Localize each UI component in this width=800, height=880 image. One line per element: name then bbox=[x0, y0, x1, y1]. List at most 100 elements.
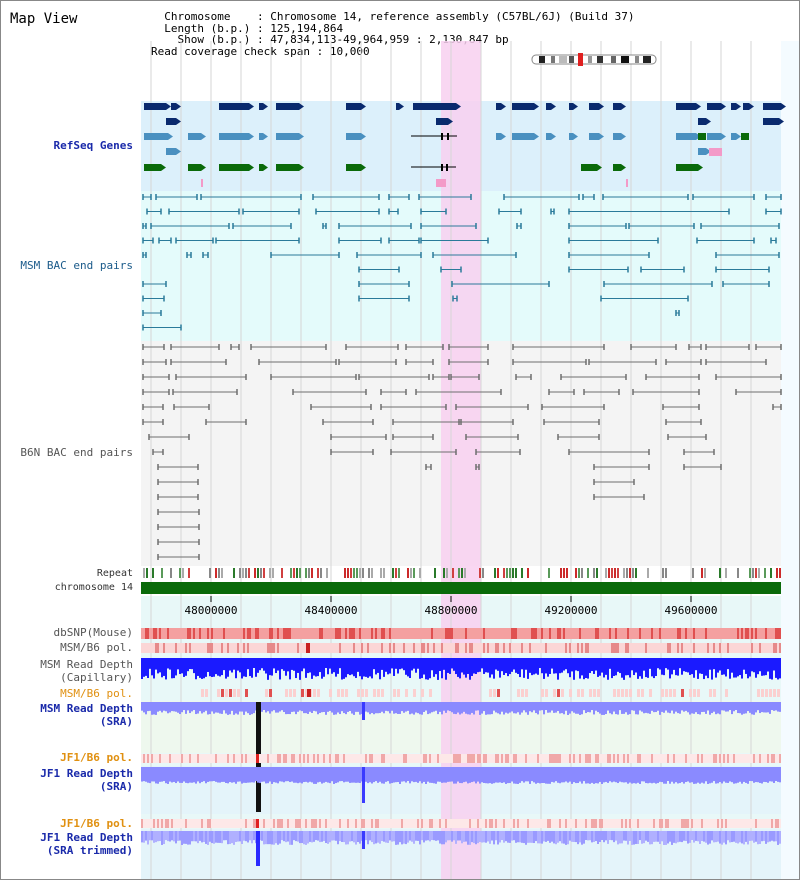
repeat-mark bbox=[581, 568, 583, 578]
repeat-mark bbox=[647, 568, 649, 578]
depth-bar bbox=[409, 702, 411, 715]
band-cell bbox=[649, 643, 651, 653]
band-cell bbox=[303, 754, 305, 763]
depth-bar bbox=[689, 831, 691, 843]
band-cell bbox=[509, 628, 511, 639]
band-cell bbox=[171, 819, 173, 828]
depth-bar bbox=[575, 702, 577, 714]
depth-bar bbox=[279, 767, 281, 782]
repeat-mark bbox=[479, 568, 481, 578]
depth-bar bbox=[725, 767, 727, 783]
band-cell bbox=[649, 628, 651, 639]
depth-bar bbox=[153, 767, 155, 782]
track-label-jf1-depth-trim[interactable]: JF1 Read Depth bbox=[40, 831, 133, 844]
depth-bar bbox=[219, 702, 221, 714]
depth-bar bbox=[747, 702, 749, 712]
band-cell bbox=[589, 628, 591, 639]
band-cell bbox=[251, 819, 253, 828]
depth-bar bbox=[735, 767, 737, 784]
depth-bar bbox=[657, 831, 659, 842]
track-label-msm-b6-pol-1[interactable]: MSM/B6 pol. bbox=[60, 641, 133, 654]
depth-bar bbox=[201, 658, 203, 679]
depth-bar bbox=[675, 658, 677, 676]
depth-bar bbox=[679, 658, 681, 669]
band-cell bbox=[291, 628, 293, 639]
depth-bar bbox=[223, 831, 225, 841]
track-label-refseq[interactable]: RefSeq Genes bbox=[53, 139, 133, 152]
track-label-jf1-depth-sra[interactable]: JF1 Read Depth bbox=[40, 767, 133, 780]
band-cell bbox=[491, 628, 493, 639]
band-cell bbox=[457, 754, 459, 763]
chromosome-ideogram[interactable] bbox=[531, 53, 657, 67]
chromosome-label: Chromosome bbox=[164, 10, 231, 23]
band-cell bbox=[515, 754, 517, 763]
band-cell bbox=[405, 819, 407, 828]
band-cell bbox=[313, 819, 315, 828]
depth-bar bbox=[673, 767, 675, 784]
band-cell bbox=[189, 628, 191, 639]
band-cell bbox=[683, 628, 685, 639]
band-cell bbox=[773, 754, 775, 763]
depth-bar bbox=[373, 767, 375, 783]
band-cell bbox=[419, 643, 421, 653]
depth-bar bbox=[717, 658, 719, 673]
track-label-b6n-bac[interactable]: B6N BAC end pairs bbox=[20, 446, 133, 459]
band-cell bbox=[335, 643, 337, 653]
depth-bar bbox=[181, 658, 183, 674]
track-label-repeat[interactable]: Repeat bbox=[96, 568, 133, 579]
track-label-dbsnp[interactable]: dbSNP(Mouse) bbox=[53, 626, 133, 639]
gene-arrow bbox=[399, 103, 404, 110]
track-label-msm-depth-cap[interactable]: MSM Read Depth bbox=[40, 658, 133, 671]
band-cell bbox=[661, 754, 663, 763]
depth-bar bbox=[553, 658, 555, 674]
band-cell bbox=[689, 689, 692, 697]
track-label-chromosome[interactable]: chromosome 14 bbox=[54, 582, 133, 593]
track-label-jf1-b6-pol-1[interactable]: JF1/B6 pol. bbox=[60, 751, 133, 764]
band-cell bbox=[285, 689, 288, 697]
depth-bar bbox=[331, 658, 333, 674]
band-cell bbox=[541, 819, 543, 828]
track-label-jf1-b6-pol-2[interactable]: JF1/B6 pol. bbox=[60, 817, 133, 830]
band-cell bbox=[613, 628, 615, 639]
band-cell bbox=[635, 628, 637, 639]
band-cell bbox=[441, 819, 443, 828]
band-cell bbox=[545, 754, 547, 763]
band-cell bbox=[245, 754, 247, 763]
depth-bar bbox=[505, 702, 507, 713]
band-cell bbox=[767, 643, 769, 653]
band-cell bbox=[633, 819, 635, 828]
band-cell bbox=[209, 628, 211, 639]
band-cell bbox=[759, 628, 761, 639]
band-cell bbox=[277, 628, 279, 639]
band-cell bbox=[571, 754, 573, 763]
band-cell bbox=[167, 819, 169, 828]
depth-bar bbox=[275, 702, 277, 713]
depth-bar bbox=[373, 702, 375, 715]
depth-bar bbox=[239, 702, 241, 712]
band-cell bbox=[157, 643, 159, 653]
band-cell bbox=[469, 819, 471, 828]
depth-bar bbox=[299, 767, 301, 783]
band-cell bbox=[225, 819, 227, 828]
band-cell bbox=[659, 819, 661, 828]
band-cell bbox=[693, 819, 695, 828]
depth-bar bbox=[189, 767, 191, 783]
depth-bar bbox=[773, 767, 775, 783]
band-cell bbox=[317, 643, 319, 653]
depth-bar bbox=[347, 767, 349, 782]
track-label-msm-depth-sra[interactable]: MSM Read Depth bbox=[40, 702, 133, 715]
band-cell bbox=[669, 689, 672, 697]
depth-bar bbox=[427, 831, 429, 841]
depth-bar bbox=[405, 702, 407, 712]
track-label-msm-b6-pol-2[interactable]: MSM/B6 pol. bbox=[60, 687, 133, 700]
track-label-msm-bac[interactable]: MSM BAC end pairs bbox=[20, 259, 133, 272]
band-cell bbox=[341, 689, 344, 697]
repeat-mark bbox=[419, 568, 421, 578]
depth-bar bbox=[369, 658, 371, 677]
band-cell bbox=[515, 643, 517, 653]
band-cell bbox=[723, 819, 725, 828]
depth-bar bbox=[445, 767, 447, 783]
depth-bar bbox=[463, 658, 465, 675]
depth-bar bbox=[535, 702, 537, 714]
